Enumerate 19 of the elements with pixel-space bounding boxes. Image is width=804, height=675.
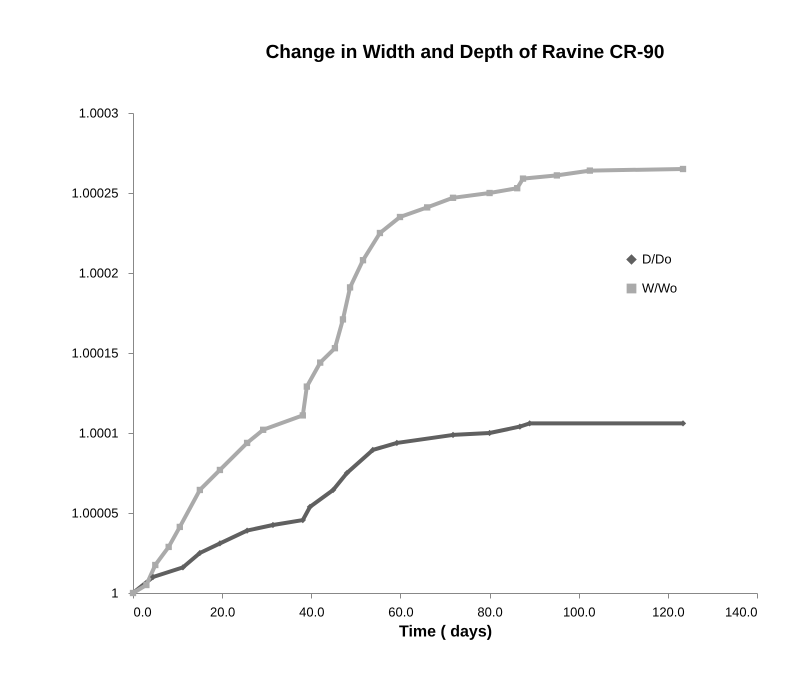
y-tick-label: 1.00015 xyxy=(72,346,118,360)
y-tick-label: 1.00005 xyxy=(72,506,118,520)
y-tick-label: 1.0001 xyxy=(78,426,118,440)
x-tick-label: 20.0 xyxy=(210,604,236,620)
x-tick-label: 60.0 xyxy=(388,604,414,620)
y-tick-label: 1.00025 xyxy=(72,186,118,200)
x-tick-label: 120.0 xyxy=(652,604,685,620)
x-tick-label: 140.0 xyxy=(724,604,758,620)
legend-label: W/Wo xyxy=(642,280,678,296)
legend-label: D/Do xyxy=(642,252,672,266)
x-tick-label: 100.0 xyxy=(562,604,596,620)
x-tick-label: 80.0 xyxy=(477,604,503,620)
y-tick-label: 1 xyxy=(111,586,118,600)
y-tick-label: 1.0002 xyxy=(78,266,118,280)
x-tick-label: 40.0 xyxy=(299,604,324,620)
y-tick-label: 1.0003 xyxy=(78,106,118,120)
chart-title: Change in Width and Depth of Ravine CR-90 xyxy=(266,42,664,63)
x-axis-title: Time ( days) xyxy=(398,624,492,640)
x-tick-label: 0.0 xyxy=(134,604,152,620)
